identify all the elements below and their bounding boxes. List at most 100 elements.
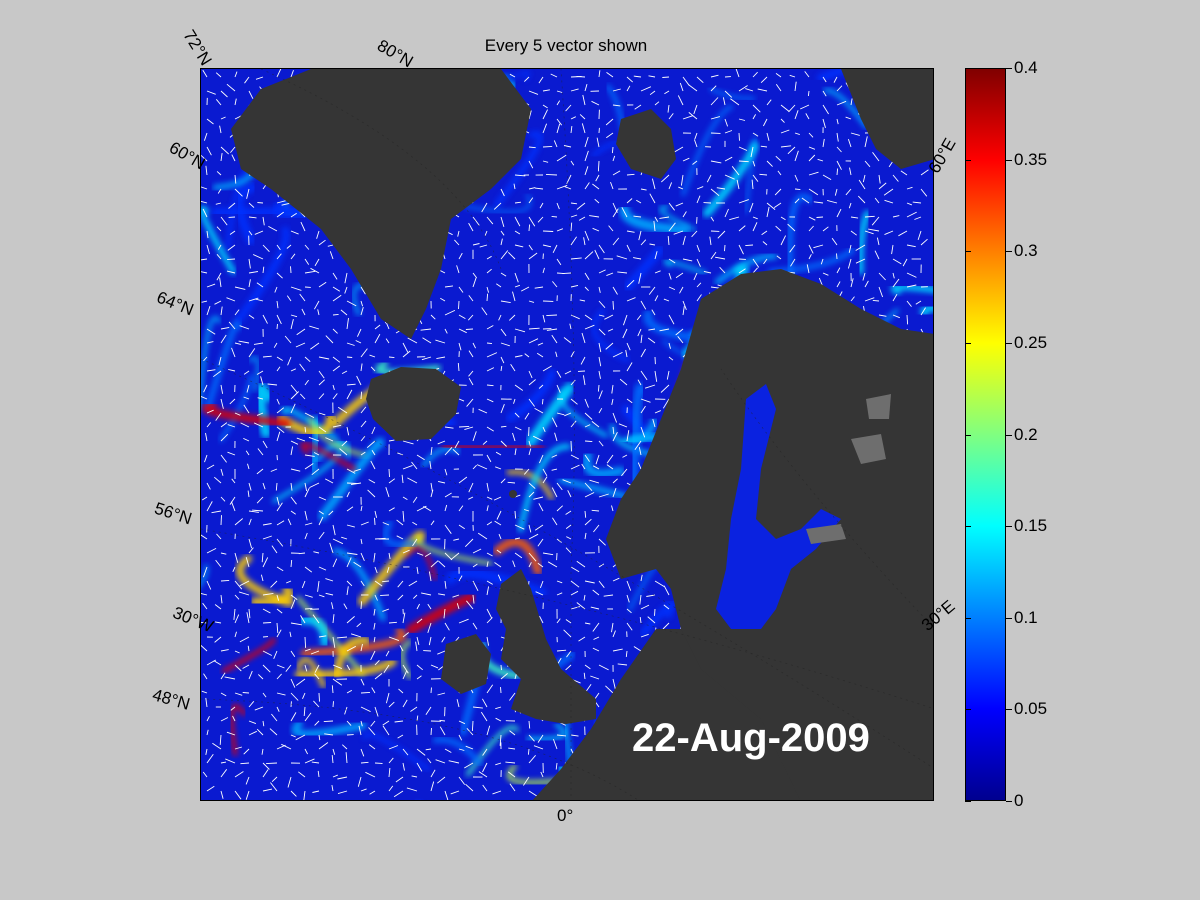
velocity-vector	[370, 460, 376, 470]
velocity-vector	[591, 421, 600, 428]
velocity-vector	[371, 687, 376, 694]
velocity-vector	[368, 479, 376, 484]
velocity-vector	[341, 440, 348, 447]
velocity-vector	[248, 279, 251, 288]
velocity-vector	[471, 720, 474, 732]
velocity-vector	[286, 244, 292, 249]
velocity-vector	[649, 193, 656, 204]
velocity-vector	[332, 558, 338, 568]
velocity-vector	[864, 160, 871, 168]
velocity-vector	[576, 75, 586, 78]
velocity-vector	[458, 314, 466, 319]
velocity-vector	[201, 258, 208, 261]
speed-streak	[681, 104, 733, 197]
velocity-vector	[883, 188, 894, 196]
velocity-vector	[286, 295, 292, 302]
velocity-vector	[710, 251, 717, 260]
velocity-vector	[626, 76, 634, 83]
velocity-vector	[271, 545, 278, 554]
velocity-vector	[552, 244, 558, 254]
velocity-vector	[500, 673, 508, 680]
velocity-vector	[402, 496, 408, 500]
velocity-vector	[507, 771, 516, 778]
velocity-vector	[584, 398, 589, 408]
velocity-vector	[637, 328, 642, 337]
velocity-vector	[794, 174, 799, 182]
velocity-vector	[350, 633, 362, 638]
velocity-vector	[233, 608, 236, 620]
velocity-vector	[603, 594, 614, 597]
velocity-vector	[710, 216, 715, 222]
velocity-vector	[204, 454, 208, 463]
velocity-vector	[584, 440, 593, 443]
velocity-vector	[309, 482, 320, 489]
velocity-vector	[374, 324, 381, 330]
velocity-vector	[201, 534, 208, 540]
velocity-vector	[500, 300, 511, 304]
velocity-vector	[248, 482, 252, 491]
velocity-vector	[556, 580, 563, 584]
velocity-vector	[500, 664, 502, 671]
velocity-vector	[371, 449, 376, 456]
velocity-vector	[373, 636, 376, 643]
velocity-vector	[466, 398, 474, 407]
speed-streak	[493, 130, 543, 208]
velocity-vector	[868, 228, 880, 232]
velocity-vector	[430, 560, 439, 568]
velocity-vector	[254, 230, 264, 235]
velocity-vector	[230, 146, 236, 153]
velocity-vector	[659, 328, 670, 332]
velocity-vector	[581, 463, 586, 470]
velocity-vector	[220, 116, 226, 120]
velocity-vector	[538, 503, 544, 512]
velocity-vector	[246, 188, 250, 199]
velocity-vector	[332, 328, 338, 334]
velocity-vector	[524, 412, 530, 420]
velocity-vector	[497, 574, 502, 582]
velocity-vector	[847, 258, 852, 269]
velocity-vector	[666, 370, 670, 380]
velocity-vector	[872, 152, 880, 162]
velocity-vector	[612, 431, 618, 442]
velocity-vector	[527, 748, 530, 755]
velocity-vector	[458, 328, 467, 334]
velocity-vector	[332, 614, 335, 624]
velocity-vector	[626, 279, 635, 288]
speed-streak	[416, 535, 493, 566]
velocity-vector	[542, 230, 554, 232]
velocity-vector	[401, 474, 404, 484]
velocity-vector	[262, 244, 270, 253]
velocity-vector	[220, 146, 230, 155]
velocity-vector	[268, 226, 278, 232]
velocity-vector	[332, 365, 341, 372]
velocity-vector	[234, 631, 237, 638]
velocity-vector	[271, 713, 278, 722]
velocity-vector	[766, 160, 773, 167]
velocity-vector	[374, 517, 376, 526]
velocity-vector	[710, 160, 722, 164]
velocity-vector	[346, 645, 357, 652]
velocity-vector	[201, 622, 208, 624]
speed-streak	[421, 446, 461, 468]
velocity-vector	[500, 250, 509, 260]
velocity-vector	[444, 790, 449, 800]
velocity-vector	[444, 524, 452, 534]
velocity-vector	[660, 384, 670, 393]
velocity-vector	[668, 342, 671, 349]
velocity-vector	[633, 75, 642, 78]
velocity-vector	[738, 199, 749, 204]
velocity-vector	[570, 734, 579, 737]
velocity-vector	[276, 566, 284, 572]
velocity-vector	[256, 282, 264, 288]
velocity-vector	[499, 734, 502, 746]
velocity-vector	[528, 398, 535, 407]
velocity-vector	[402, 549, 410, 554]
velocity-vector	[332, 393, 338, 400]
velocity-vector	[509, 783, 516, 792]
velocity-vector	[331, 785, 334, 792]
velocity-vector	[269, 728, 278, 736]
velocity-vector	[206, 464, 215, 470]
velocity-vector	[528, 216, 536, 227]
velocity-vector	[220, 579, 230, 582]
velocity-vector	[346, 383, 356, 386]
